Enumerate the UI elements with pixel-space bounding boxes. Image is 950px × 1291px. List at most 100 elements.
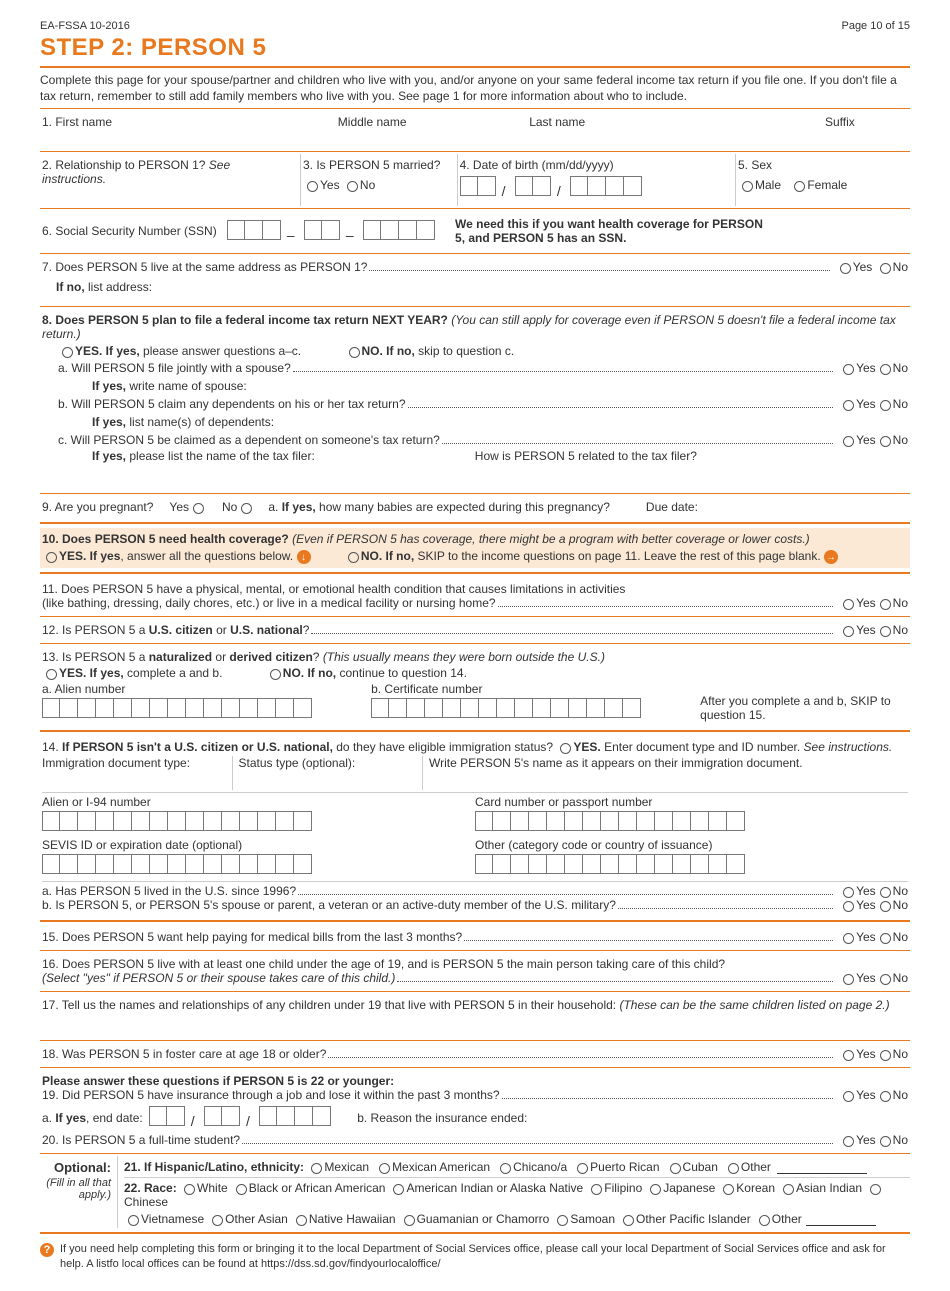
q17-section: 17. Tell us the names and relationships … <box>40 994 910 1038</box>
q8b-no-radio[interactable] <box>880 400 891 411</box>
eth-radio[interactable] <box>728 1163 739 1174</box>
q1-first: 1. First name <box>42 115 112 129</box>
q9-no-radio[interactable] <box>241 503 252 514</box>
relationship-input[interactable] <box>42 186 294 204</box>
sex-male-radio[interactable] <box>742 181 753 192</box>
q8c-yes-radio[interactable] <box>843 436 854 447</box>
q8-no-radio[interactable] <box>349 347 360 358</box>
ssn-input[interactable]: – – <box>227 220 435 243</box>
eth-radio[interactable] <box>670 1163 681 1174</box>
page-number: Page 10 of 15 <box>841 20 910 32</box>
q15-yes-radio[interactable] <box>843 933 854 944</box>
q19-no-radio[interactable] <box>880 1091 891 1102</box>
divider <box>40 730 910 732</box>
divider <box>40 950 910 951</box>
q10-yes-radio[interactable] <box>46 552 57 563</box>
q3-yes-radio[interactable] <box>307 181 318 192</box>
end-date-input[interactable]: / / <box>149 1106 331 1129</box>
q9-yes-radio[interactable] <box>193 503 204 514</box>
race-radio[interactable] <box>870 1184 881 1195</box>
q19-yes-radio[interactable] <box>843 1091 854 1102</box>
race-radio[interactable] <box>393 1184 404 1195</box>
eth-radio[interactable] <box>311 1163 322 1174</box>
race-radio[interactable] <box>723 1184 734 1195</box>
q16-yes-radio[interactable] <box>843 974 854 985</box>
divider <box>40 643 910 644</box>
q6-note: We need this if you want health coverage… <box>435 217 775 245</box>
race-radio[interactable] <box>783 1184 794 1195</box>
doc-type-input[interactable] <box>42 770 232 790</box>
q15-no-radio[interactable] <box>880 933 891 944</box>
q13-no-radio[interactable] <box>270 669 281 680</box>
dob-input[interactable]: / / <box>460 176 729 199</box>
q14a-yes-radio[interactable] <box>843 887 854 898</box>
alien-number-input[interactable] <box>42 698 371 721</box>
divider <box>40 306 910 307</box>
race-radio[interactable] <box>591 1184 602 1195</box>
divider <box>40 253 910 254</box>
q14b-no-radio[interactable] <box>880 901 891 912</box>
q9-section: 9. Are you pregnant? Yes No a. If yes, h… <box>40 496 910 518</box>
q7-yes-radio[interactable] <box>840 263 851 274</box>
q18-no-radio[interactable] <box>880 1050 891 1061</box>
q11-no-radio[interactable] <box>880 599 891 610</box>
optional-section: Optional: (Fill in all that apply.) 21. … <box>40 1156 910 1228</box>
cert-number-input[interactable] <box>371 698 700 721</box>
q20-no-radio[interactable] <box>880 1136 891 1147</box>
race-radio[interactable] <box>557 1215 568 1226</box>
q16-section: 16. Does PERSON 5 live with at least one… <box>40 953 910 989</box>
children-input[interactable] <box>42 1012 908 1034</box>
q14-yes-radio[interactable] <box>560 743 571 754</box>
race-radio[interactable] <box>759 1215 770 1226</box>
race-radio[interactable] <box>184 1184 195 1195</box>
q8a-yes-radio[interactable] <box>843 364 854 375</box>
q20-yes-radio[interactable] <box>843 1136 854 1147</box>
q11-yes-radio[interactable] <box>843 599 854 610</box>
race-radio[interactable] <box>404 1215 415 1226</box>
status-type-input[interactable] <box>239 770 423 790</box>
eth-radio[interactable] <box>577 1163 588 1174</box>
race-radio[interactable] <box>212 1215 223 1226</box>
q14b-yes-radio[interactable] <box>843 901 854 912</box>
race-radio[interactable] <box>236 1184 247 1195</box>
race-radio[interactable] <box>650 1184 661 1195</box>
step-title: STEP 2: PERSON 5 <box>40 34 910 62</box>
q8-yes-radio[interactable] <box>62 347 73 358</box>
q8b-yes-radio[interactable] <box>843 400 854 411</box>
q3-no-radio[interactable] <box>347 181 358 192</box>
race-radio[interactable] <box>623 1215 634 1226</box>
sex-female-radio[interactable] <box>794 181 805 192</box>
eth-radio[interactable] <box>379 1163 390 1174</box>
q8-section: 8. Does PERSON 5 plan to file a federal … <box>40 309 910 491</box>
q8c-no-radio[interactable] <box>880 436 891 447</box>
alien-i94-input[interactable] <box>42 811 475 834</box>
footer: ? If you need help completing this form … <box>40 1242 910 1271</box>
sevis-input[interactable] <box>42 854 475 877</box>
q6-row: 6. Social Security Number (SSN) – – We n… <box>40 211 910 251</box>
q12-no-radio[interactable] <box>880 626 891 637</box>
q1-row: 1. First name Middle name Last name Suff… <box>40 111 910 131</box>
q16-no-radio[interactable] <box>880 974 891 985</box>
q15-section: 15. Does PERSON 5 want help paying for m… <box>40 926 910 948</box>
q12-yes-radio[interactable] <box>843 626 854 637</box>
q6-label: 6. Social Security Number (SSN) <box>42 224 227 238</box>
q18-yes-radio[interactable] <box>843 1050 854 1061</box>
divider <box>40 991 910 992</box>
other-code-input[interactable] <box>475 854 908 877</box>
q3-label: 3. Is PERSON 5 married? <box>303 158 440 172</box>
arrow-right-icon: → <box>824 550 838 564</box>
q10-no-radio[interactable] <box>348 552 359 563</box>
q7-no-radio[interactable] <box>880 263 891 274</box>
name-on-doc-input[interactable] <box>429 770 908 790</box>
q13-section: 13. Is PERSON 5 a naturalized or derived… <box>40 646 910 726</box>
race-radio[interactable] <box>296 1215 307 1226</box>
card-passport-input[interactable] <box>475 811 908 834</box>
q14a-no-radio[interactable] <box>880 887 891 898</box>
eth-radio[interactable] <box>500 1163 511 1174</box>
divider <box>40 522 910 524</box>
q13-yes-radio[interactable] <box>46 669 57 680</box>
name-input-space[interactable] <box>40 131 910 149</box>
divider <box>40 1232 910 1234</box>
race-radio[interactable] <box>128 1215 139 1226</box>
q8a-no-radio[interactable] <box>880 364 891 375</box>
